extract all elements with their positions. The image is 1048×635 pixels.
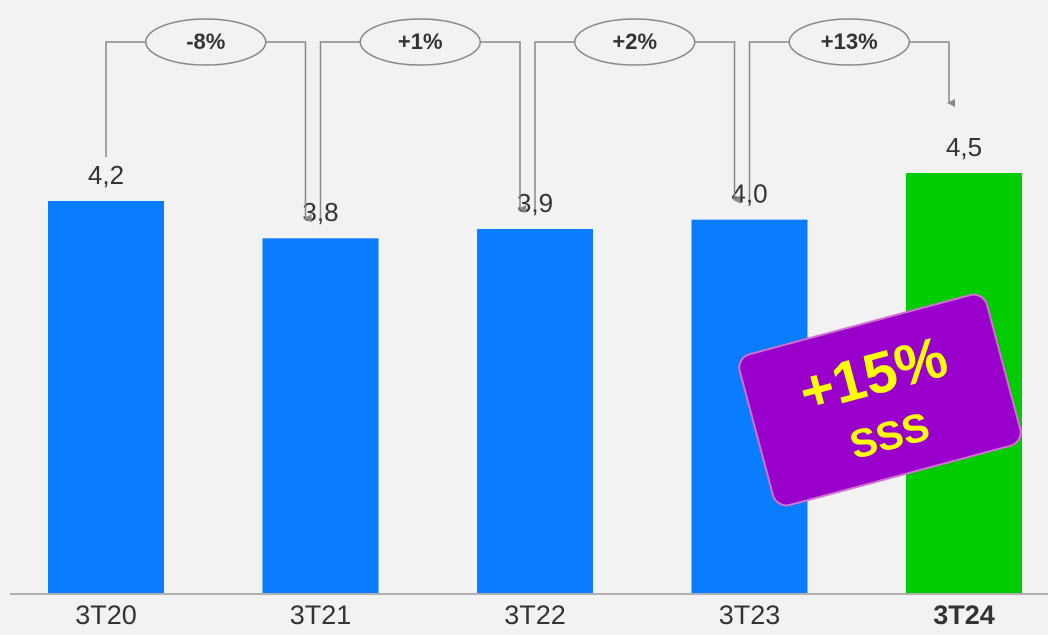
change-label: +2% (612, 29, 657, 54)
bar (48, 201, 164, 593)
x-tick-label: 3T22 (504, 600, 566, 630)
change-bubble (145, 18, 267, 66)
badge: +15%SSS (738, 293, 1022, 507)
bar (262, 238, 379, 594)
change-bubble (788, 18, 910, 66)
x-tick-label: 3T24 (933, 600, 995, 630)
change-label: +1% (398, 29, 443, 54)
x-tick-label: 3T21 (290, 600, 352, 630)
change-label: +13% (821, 29, 878, 54)
bar (477, 229, 593, 593)
change-bubble (574, 18, 696, 66)
change-bubble (359, 18, 481, 66)
value-label: 4,5 (946, 132, 982, 162)
x-tick-label: 3T23 (719, 600, 781, 630)
value-label: 4,2 (88, 160, 124, 190)
change-label: -8% (186, 29, 225, 54)
badge-box (738, 293, 1022, 507)
x-tick-label: 3T20 (75, 600, 137, 630)
